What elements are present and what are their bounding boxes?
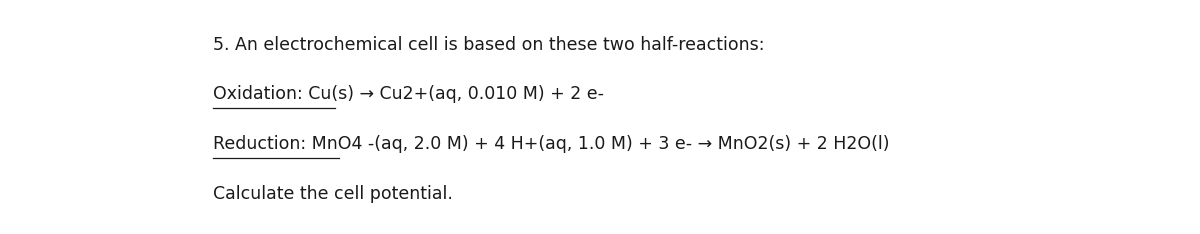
- Text: Oxidation:: Oxidation:: [212, 85, 308, 103]
- Text: Reduction: MnO4 -(aq, 2.0 M) + 4 H+(aq, 1.0 M) + 3 e- → MnO2(s) + 2 H2O(l): Reduction: MnO4 -(aq, 2.0 M) + 4 H+(aq, …: [212, 135, 889, 153]
- Text: Calculate the cell potential.: Calculate the cell potential.: [212, 185, 452, 203]
- Text: 5. An electrochemical cell is based on these two half-reactions:: 5. An electrochemical cell is based on t…: [212, 36, 764, 54]
- Text: Reduction:: Reduction:: [212, 135, 311, 153]
- Text: Oxidation: Cu(s) → Cu2+(aq, 0.010 M) + 2 e-: Oxidation: Cu(s) → Cu2+(aq, 0.010 M) + 2…: [212, 85, 604, 103]
